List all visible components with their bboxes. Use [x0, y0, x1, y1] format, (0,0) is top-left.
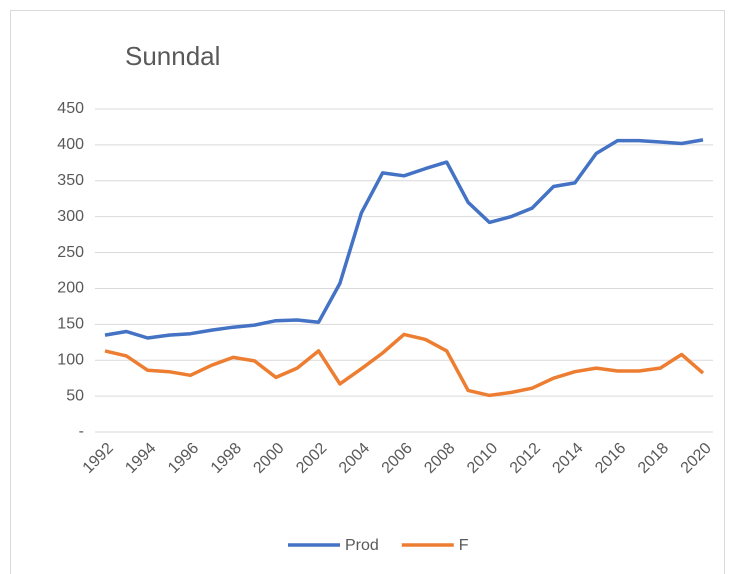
y-tick-label: 100	[57, 351, 84, 368]
legend-label: F	[459, 537, 469, 554]
legend-label: Prod	[345, 537, 379, 554]
y-tick-label: 50	[66, 387, 84, 404]
line-series	[104, 138, 704, 340]
y-tick-label: -	[79, 423, 84, 440]
line-series	[104, 332, 705, 398]
chart-border	[10, 10, 725, 574]
chart-title: Sunndal	[125, 41, 220, 71]
y-tick-label: 150	[57, 316, 84, 333]
y-tick-label: 350	[57, 172, 84, 189]
y-tick-label: 250	[57, 244, 84, 261]
y-tick-label: 200	[57, 280, 84, 297]
y-tick-label: 400	[57, 136, 84, 153]
y-tick-label: 450	[57, 100, 84, 117]
y-tick-label: 300	[57, 208, 84, 225]
